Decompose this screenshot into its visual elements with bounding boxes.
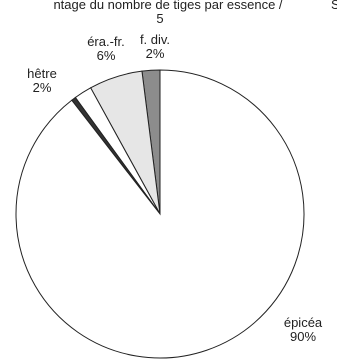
chart-subtitle: 5 xyxy=(156,11,163,26)
slice-label: f. div. xyxy=(140,32,170,47)
slice-percent-label: 2% xyxy=(33,80,52,95)
pie-slices xyxy=(15,69,305,359)
chart-title: ntage du nombre de tiges par essence / xyxy=(53,0,282,12)
slice-label: éra.-fr. xyxy=(87,34,125,49)
slice-label: hêtre xyxy=(27,66,57,81)
slice-percent-label: 90% xyxy=(290,329,316,344)
chart-title-suffix: S xyxy=(331,0,337,12)
slice-percent-label: 2% xyxy=(146,46,165,61)
pie-slice-pic-a xyxy=(15,69,305,359)
slice-label: épicéa xyxy=(284,315,323,330)
slice-percent-label: 6% xyxy=(97,48,116,63)
